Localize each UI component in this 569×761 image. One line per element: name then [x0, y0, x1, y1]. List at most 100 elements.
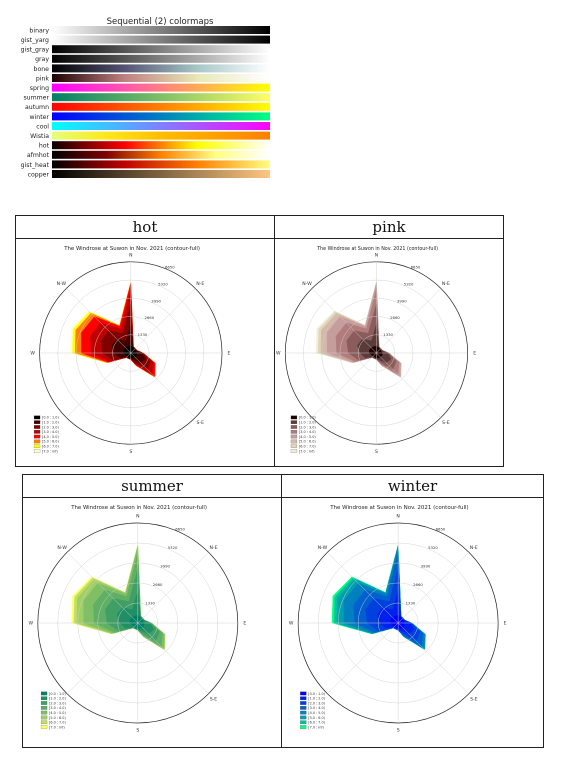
- radial-tick-label: 3990: [421, 563, 431, 568]
- windrose-chart-summer: The Windrose at Suwon in Nov. 2021 (cont…: [29, 505, 247, 734]
- windrose-chart-pink: The Windrose at Suwon in Nov. 2021 (cont…: [276, 246, 476, 455]
- legend-swatch: [290, 439, 298, 444]
- direction-label-s-e: S-E: [210, 696, 218, 702]
- windrose-title: The Windrose at Suwon in Nov. 2021 (cont…: [70, 505, 207, 511]
- direction-label-n-w: N-W: [318, 545, 328, 551]
- colormap-label: pink: [36, 75, 50, 82]
- legend-swatch: [290, 415, 298, 420]
- legend-label: [6.0 : 7.0): [299, 445, 316, 449]
- panel-header: summer: [23, 475, 281, 498]
- polar-spoke: [397, 622, 470, 694]
- windrose-chart-hot: The Windrose at Suwon in Nov. 2021 (cont…: [30, 246, 230, 455]
- windrose-title: The Windrose at Suwon in Nov. 2021 (cont…: [63, 246, 200, 252]
- radial-tick-label: 6650: [165, 264, 175, 269]
- direction-label-n-w: N-W: [57, 281, 67, 287]
- direction-label-w: W: [276, 351, 281, 357]
- direction-label-n: N: [129, 252, 132, 258]
- direction-label-w: W: [30, 351, 35, 357]
- radial-tick-label: 1330: [383, 332, 393, 337]
- polar-spoke: [66, 352, 131, 418]
- panel-header: winter: [282, 475, 543, 498]
- legend-label: [3.0 : 4.0): [308, 706, 325, 710]
- colormap-bar-summer: [52, 93, 270, 102]
- colormap-label: gray: [35, 56, 49, 63]
- legend-swatch: [40, 715, 48, 720]
- legend-label: [6.0 : 7.0): [42, 445, 59, 449]
- legend-label: [4.0 : 5.0): [42, 435, 59, 439]
- polar-spoke: [327, 552, 399, 624]
- radial-tick-label: 5320: [158, 281, 168, 286]
- radial-tick-label: 6650: [411, 264, 421, 269]
- legend-swatch: [40, 710, 48, 715]
- legend-label: [6.0 : 7.0): [308, 721, 325, 725]
- polar-spoke: [397, 552, 470, 624]
- colormap-label: afmhot: [27, 152, 50, 159]
- colormap-bar-Wistia: [52, 131, 270, 140]
- legend-swatch: [40, 720, 48, 725]
- colormap-label: copper: [28, 171, 50, 178]
- colormap-bar-bone: [52, 64, 270, 73]
- colormap-bar-gist_yarg: [52, 35, 270, 44]
- radial-tick-label: 3990: [397, 298, 407, 303]
- colormap-bar-binary: [52, 26, 270, 34]
- direction-label-n: N: [396, 514, 399, 520]
- colormap-bar-gist_heat: [52, 160, 270, 169]
- radial-tick-label: 2660: [413, 582, 423, 587]
- polar-spoke: [311, 288, 377, 354]
- colormap-label: cool: [36, 123, 49, 130]
- legend-swatch: [33, 415, 41, 420]
- legend-swatch: [40, 725, 48, 729]
- polar-spoke: [66, 622, 138, 694]
- legend-swatch: [40, 706, 48, 710]
- legend-label: [1.0 : 2.0): [299, 421, 316, 425]
- colormap-label: spring: [30, 85, 49, 92]
- direction-label-n: N: [375, 252, 378, 258]
- legend-label: [3.0 : 4.0): [42, 430, 59, 434]
- legend-swatch: [300, 706, 307, 710]
- colormap-bar-afmhot: [52, 150, 270, 159]
- windrose-title: The Windrose at Suwon in Nov. 2021 (cont…: [329, 505, 469, 511]
- legend-swatch: [33, 420, 41, 425]
- windrose-panel-winter: winter The Windrose at Suwon in Nov. 202…: [281, 474, 544, 748]
- colormap-bar-winter: [52, 112, 270, 121]
- legend-label: [2.0 : 3.0): [299, 425, 316, 429]
- direction-label-n-w: N-W: [57, 545, 67, 551]
- legend-label: [0.0 : 1.0): [49, 692, 66, 696]
- radial-tick-label: 1330: [145, 600, 155, 605]
- direction-label-w: W: [29, 621, 34, 627]
- radial-tick-label: 1330: [406, 600, 416, 605]
- legend-label: [4.0 : 5.0): [299, 435, 316, 439]
- direction-label-s: S: [136, 728, 139, 734]
- legend-label: [2.0 : 3.0): [42, 425, 59, 429]
- colormap-label: autumn: [25, 104, 49, 111]
- polar-spoke: [66, 552, 138, 624]
- legend-swatch: [290, 449, 298, 453]
- polar-spoke: [66, 288, 131, 354]
- legend-swatch: [300, 715, 307, 720]
- radial-tick-label: 5320: [168, 545, 178, 550]
- legend-label: [6.0 : 7.0): [49, 721, 66, 725]
- windrose-title: The Windrose at Suwon in Nov. 2021 (cont…: [316, 246, 438, 252]
- legend-swatch: [300, 691, 307, 696]
- legend-swatch: [33, 449, 41, 453]
- direction-label-n-e: N-E: [196, 281, 204, 287]
- legend-swatch: [300, 710, 307, 715]
- windrose-chart-winter: The Windrose at Suwon in Nov. 2021 (cont…: [289, 505, 507, 734]
- direction-label-e: E: [243, 621, 246, 627]
- legend-label: [5.0 : 6.0): [49, 716, 66, 720]
- panel-header: pink: [275, 216, 503, 239]
- windrose-panel-pink: pink The Windrose at Suwon in Nov. 2021 …: [274, 215, 504, 467]
- colormap-bar-gist_gray: [52, 45, 270, 54]
- legend-label: [4.0 : 5.0): [308, 711, 325, 715]
- direction-label-s: S: [129, 449, 132, 455]
- colormap-figure-title: Sequential (2) colormaps: [107, 17, 214, 27]
- legend-swatch: [33, 430, 41, 434]
- colormap-bar-gray: [52, 54, 270, 63]
- colormap-bar-cool: [52, 122, 270, 130]
- polar-spoke: [327, 622, 399, 694]
- legend-label: [7.0 : inf): [299, 449, 315, 453]
- legend-label: [2.0 : 3.0): [308, 701, 325, 705]
- legend-swatch: [290, 420, 298, 425]
- colormap-label: gist_heat: [21, 162, 50, 169]
- direction-label-s: S: [375, 449, 378, 455]
